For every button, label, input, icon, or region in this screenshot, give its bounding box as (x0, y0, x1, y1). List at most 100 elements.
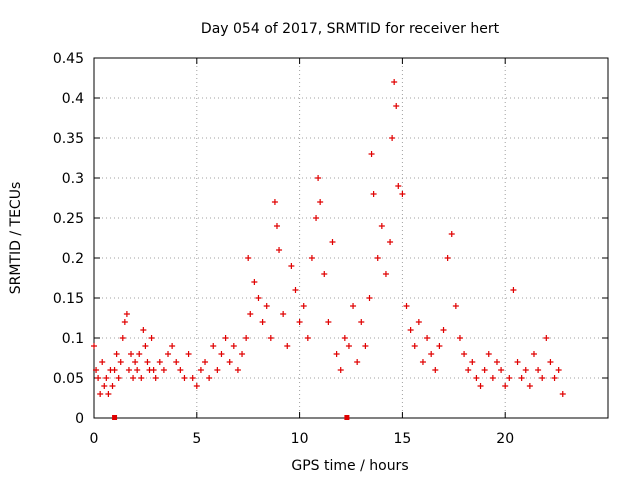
data-point-21 (134, 367, 141, 373)
data-point-109 (452, 303, 459, 309)
data-point-46 (218, 351, 225, 357)
data-point-61 (273, 223, 280, 229)
y-tick-label-0: 0 (75, 411, 84, 427)
data-point-13 (117, 359, 124, 365)
y-tick-label-3: 0.15 (53, 291, 84, 307)
data-point-122 (506, 375, 513, 381)
bottom-marker-0 (112, 415, 118, 420)
data-point-76 (329, 239, 336, 245)
data-point-125 (518, 375, 525, 381)
data-point-84 (362, 343, 369, 349)
data-point-89 (378, 223, 385, 229)
data-point-101 (419, 359, 426, 365)
data-point-32 (160, 367, 167, 373)
data-points-layer (91, 79, 566, 397)
data-point-40 (193, 383, 200, 389)
data-point-117 (485, 351, 492, 357)
data-point-87 (370, 191, 377, 197)
x-tick-label-2: 10 (291, 431, 309, 447)
data-point-2 (95, 375, 102, 381)
data-point-121 (502, 383, 509, 389)
data-point-88 (374, 255, 381, 261)
data-point-60 (271, 199, 278, 205)
data-point-19 (130, 375, 137, 381)
data-point-7 (105, 391, 112, 397)
data-point-23 (138, 375, 145, 381)
data-point-97 (403, 303, 410, 309)
x-tick-label-0: 0 (90, 431, 99, 447)
data-point-134 (555, 367, 562, 373)
data-point-22 (136, 351, 143, 357)
data-point-54 (247, 311, 254, 317)
data-point-106 (440, 327, 447, 333)
data-point-63 (280, 311, 287, 317)
data-point-31 (156, 359, 163, 365)
data-point-119 (493, 359, 500, 365)
data-point-75 (325, 319, 332, 325)
data-point-116 (481, 367, 488, 373)
data-point-81 (350, 303, 357, 309)
data-point-71 (313, 215, 320, 221)
data-point-15 (121, 319, 128, 325)
data-point-127 (526, 383, 533, 389)
data-point-114 (473, 375, 480, 381)
x-tick-label-4: 20 (496, 431, 514, 447)
y-tick-label-9: 0.45 (53, 51, 84, 67)
data-point-6 (103, 375, 110, 381)
data-point-129 (535, 367, 542, 373)
y-tick-label-8: 0.4 (62, 91, 84, 107)
data-point-14 (119, 335, 126, 341)
data-point-77 (333, 351, 340, 357)
data-point-96 (399, 191, 406, 197)
data-point-28 (148, 335, 155, 341)
plot-frame (93, 57, 609, 419)
data-point-11 (113, 351, 120, 357)
data-point-33 (165, 351, 172, 357)
data-point-62 (276, 247, 283, 253)
data-point-123 (510, 287, 517, 293)
data-point-4 (99, 359, 106, 365)
data-point-110 (456, 335, 463, 341)
data-point-41 (197, 367, 204, 373)
y-tick-label-7: 0.35 (53, 131, 84, 147)
y-tick-label-6: 0.3 (62, 171, 84, 187)
data-point-65 (288, 263, 295, 269)
data-point-0 (91, 343, 97, 349)
data-point-78 (337, 367, 344, 373)
data-point-5 (101, 383, 108, 389)
data-point-98 (407, 327, 414, 333)
data-point-35 (173, 359, 180, 365)
data-point-24 (140, 327, 147, 333)
data-point-82 (354, 359, 361, 365)
data-point-25 (142, 343, 149, 349)
bottom-markers-layer (112, 415, 350, 420)
data-point-115 (477, 383, 484, 389)
data-point-69 (304, 335, 311, 341)
x-tick-label-3: 15 (393, 431, 411, 447)
data-point-86 (368, 151, 375, 157)
data-point-79 (341, 335, 348, 341)
data-point-130 (539, 375, 546, 381)
data-point-85 (366, 295, 373, 301)
data-point-1 (93, 367, 100, 373)
data-point-135 (559, 391, 566, 397)
data-point-124 (514, 359, 521, 365)
data-point-39 (189, 375, 196, 381)
data-point-51 (239, 351, 246, 357)
data-point-111 (461, 351, 468, 357)
data-point-34 (169, 343, 176, 349)
data-point-100 (415, 319, 422, 325)
data-point-80 (345, 343, 352, 349)
data-point-52 (243, 335, 250, 341)
x-axis-label: GPS time / hours (291, 458, 408, 474)
data-point-113 (469, 359, 476, 365)
data-point-83 (358, 319, 365, 325)
data-point-107 (444, 255, 451, 261)
data-point-92 (389, 135, 396, 141)
y-axis-label: SRMTID / TECUs (8, 182, 24, 295)
data-point-9 (109, 383, 116, 389)
data-point-17 (125, 367, 132, 373)
data-point-44 (210, 343, 217, 349)
